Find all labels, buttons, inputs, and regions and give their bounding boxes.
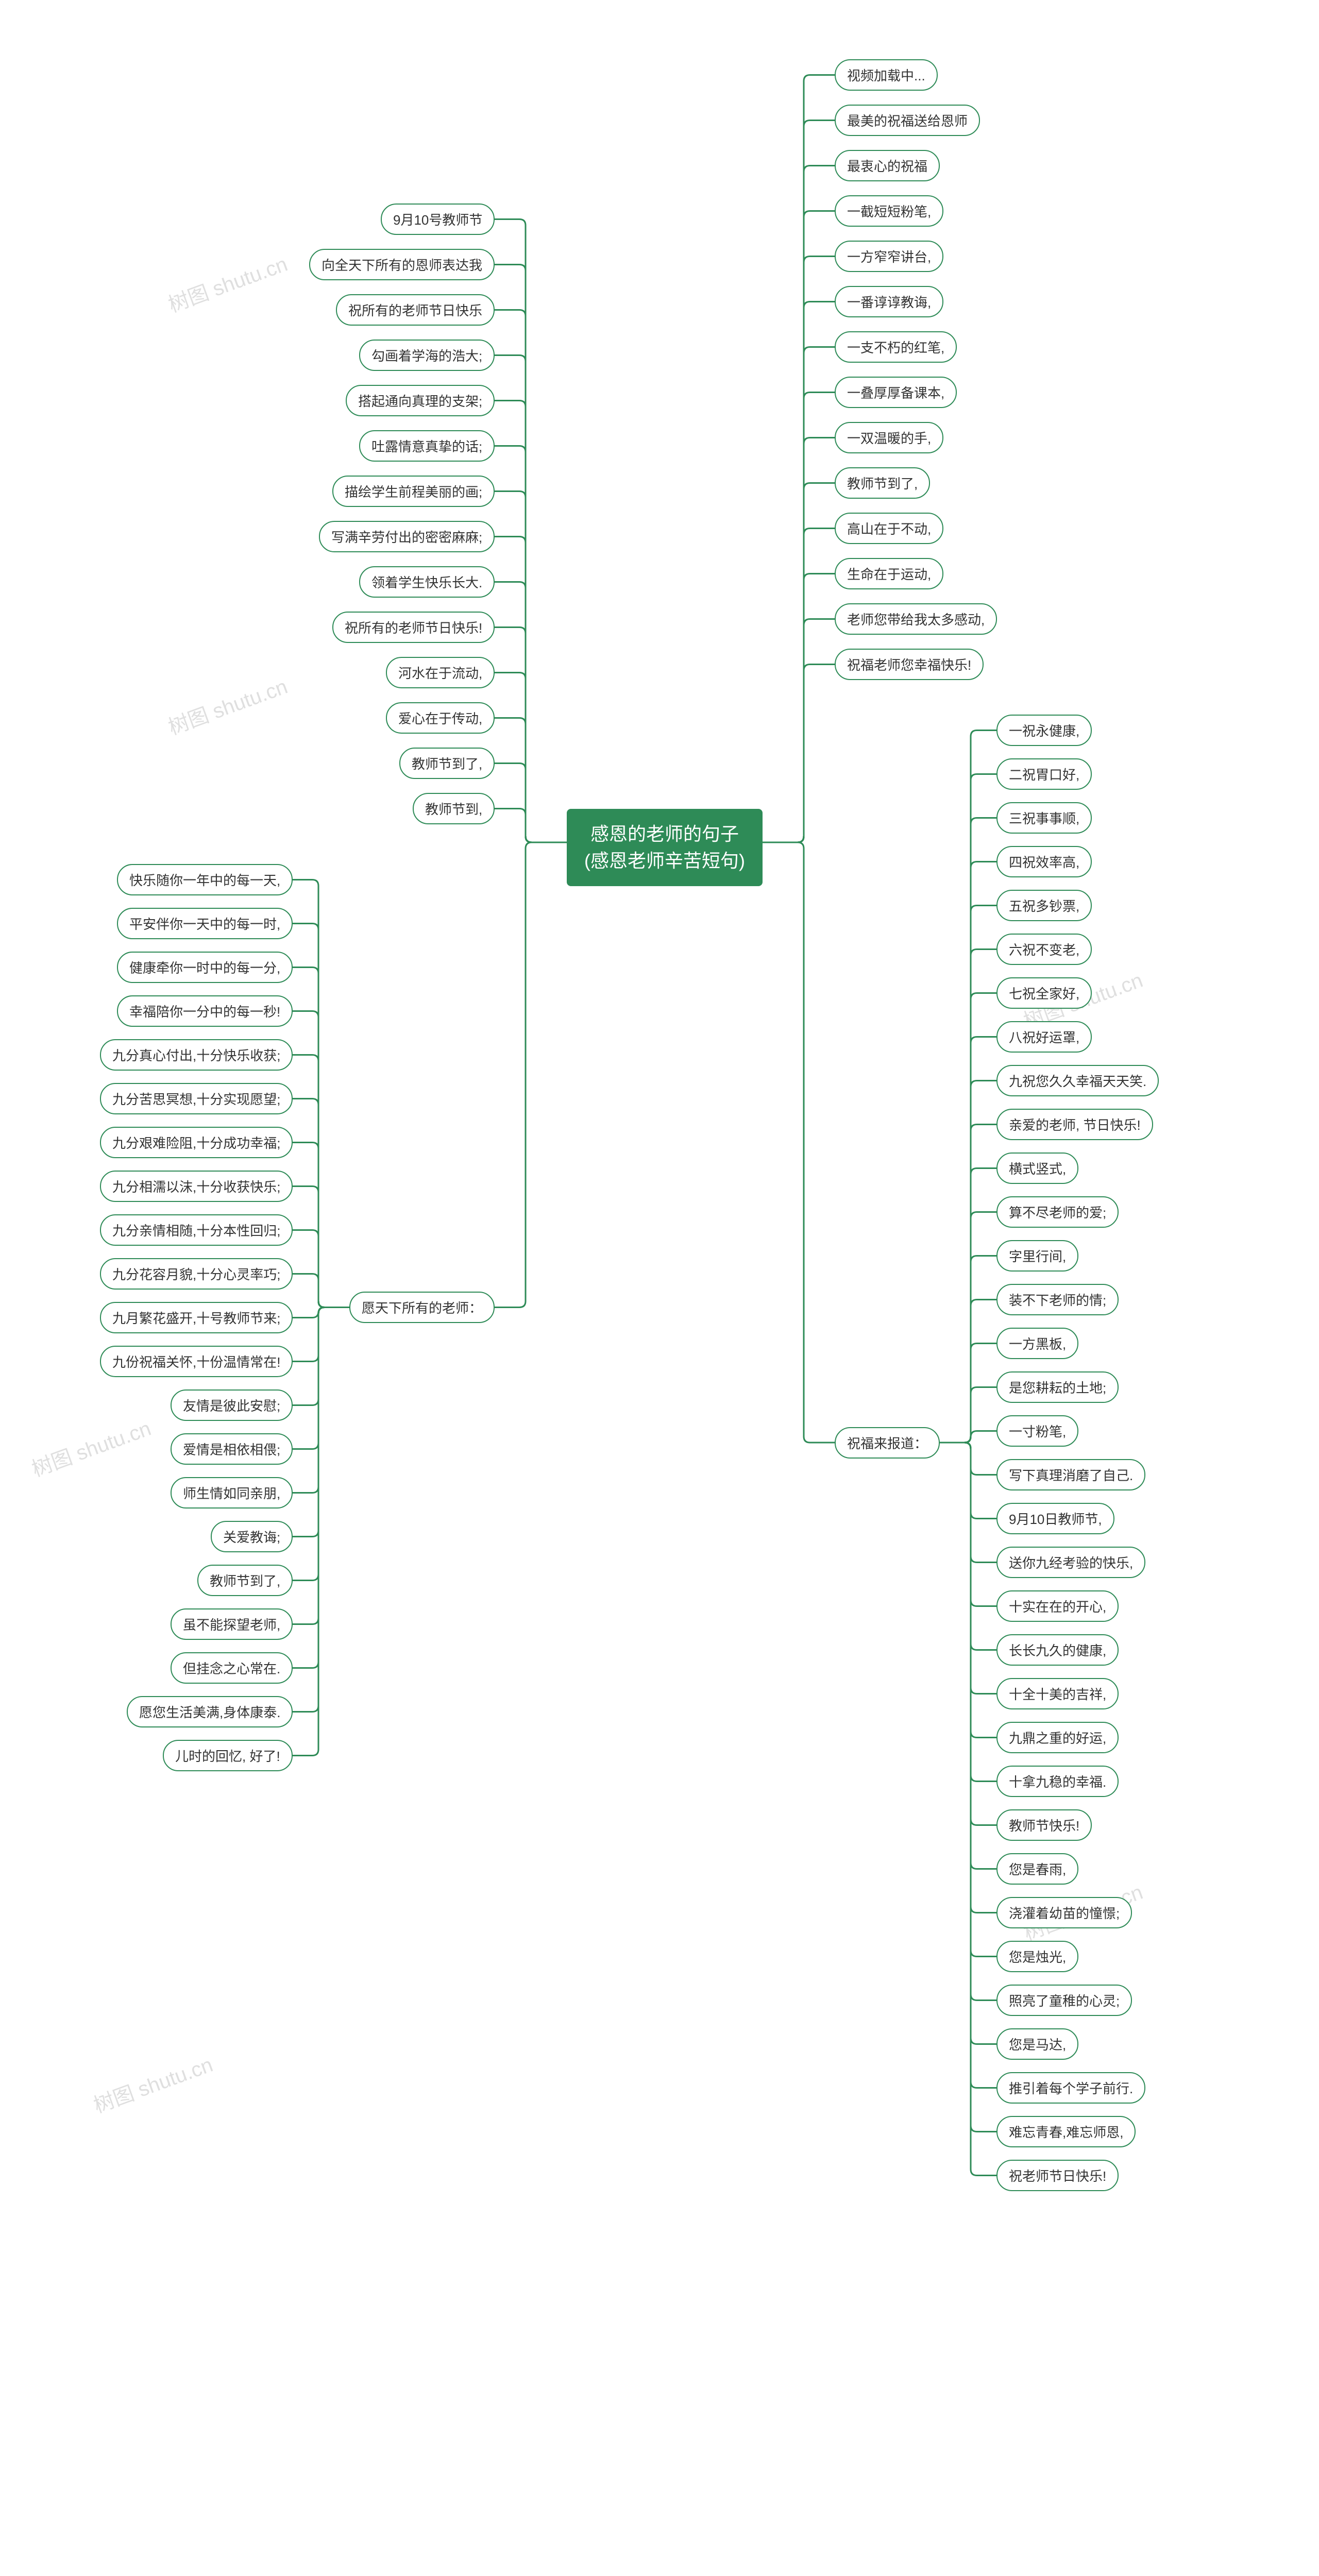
- child-node: 愿天下所有的老师：: [349, 1292, 495, 1323]
- child-node: 老师您带给我太多感动,: [835, 603, 997, 635]
- grandchild-node: 横式竖式,: [996, 1153, 1078, 1184]
- grandchild-node: 健康牵你一时中的每一分,: [117, 952, 293, 983]
- grandchild-node: 一寸粉笔,: [996, 1415, 1078, 1447]
- child-node: 一双温暖的手,: [835, 422, 943, 453]
- child-node: 祝所有的老师节日快乐: [336, 294, 495, 326]
- child-node: 生命在于运动,: [835, 558, 943, 589]
- grandchild-node: 您是马达,: [996, 2028, 1078, 2060]
- child-node: 最美的祝福送给恩师: [835, 105, 980, 136]
- grandchild-node: 9月10日教师节,: [996, 1503, 1114, 1534]
- child-node: 写满辛劳付出的密密麻麻;: [319, 521, 495, 552]
- watermark: 树图 shutu.cn: [163, 670, 291, 740]
- child-node: 吐露情意真挚的话;: [359, 430, 495, 462]
- child-node: 一叠厚厚备课本,: [835, 377, 957, 408]
- grandchild-node: 算不尽老师的爱;: [996, 1196, 1119, 1228]
- grandchild-node: 浇灌着幼苗的憧憬;: [996, 1897, 1132, 1928]
- child-node: 教师节到,: [413, 793, 495, 824]
- grandchild-node: 推引着每个学子前行.: [996, 2072, 1145, 2104]
- grandchild-node: 九分真心付出,十分快乐收获;: [100, 1039, 293, 1071]
- child-node: 领着学生快乐长大.: [359, 566, 495, 598]
- grandchild-node: 写下真理消磨了自己.: [996, 1459, 1145, 1490]
- watermark: 树图 shutu.cn: [163, 247, 291, 318]
- child-node: 河水在于流动,: [386, 657, 495, 688]
- grandchild-node: 九分艰难险阻,十分成功幸福;: [100, 1127, 293, 1158]
- child-node: 爱心在于传动,: [386, 702, 495, 734]
- child-node: 最衷心的祝福: [835, 150, 940, 181]
- grandchild-node: 快乐随你一年中的每一天,: [117, 864, 293, 895]
- grandchild-node: 九分苦思冥想,十分实现愿望;: [100, 1083, 293, 1114]
- child-node: 勾画着学海的浩大;: [359, 340, 495, 371]
- child-node: 一番谆谆教诲,: [835, 286, 943, 317]
- grandchild-node: 九分花容月貌,十分心灵率巧;: [100, 1258, 293, 1290]
- grandchild-node: 十实在在的开心,: [996, 1590, 1119, 1622]
- child-node: 教师节到了,: [835, 467, 930, 499]
- child-node: 祝所有的老师节日快乐!: [332, 612, 495, 643]
- grandchild-node: 送你九经考验的快乐,: [996, 1547, 1145, 1578]
- grandchild-node: 虽不能探望老师,: [171, 1608, 293, 1640]
- child-node: 9月10号教师节: [381, 204, 495, 235]
- grandchild-node: 二祝胃口好,: [996, 758, 1092, 790]
- grandchild-node: 您是烛光,: [996, 1941, 1078, 1972]
- watermark: 树图 shutu.cn: [89, 2048, 216, 2119]
- grandchild-node: 一祝永健康,: [996, 715, 1092, 746]
- grandchild-node: 八祝好运罩,: [996, 1021, 1092, 1053]
- grandchild-node: 祝老师节日快乐!: [996, 2160, 1119, 2191]
- child-node: 教师节到了,: [399, 748, 495, 779]
- grandchild-node: 教师节快乐!: [996, 1809, 1092, 1841]
- grandchild-node: 幸福陪你一分中的每一秒!: [117, 995, 293, 1027]
- grandchild-node: 友情是彼此安慰;: [171, 1389, 293, 1421]
- grandchild-node: 但挂念之心常在.: [171, 1652, 293, 1684]
- watermark: 树图 shutu.cn: [27, 1412, 155, 1482]
- grandchild-node: 一方黑板,: [996, 1328, 1078, 1359]
- grandchild-node: 关爱教诲;: [211, 1521, 293, 1552]
- child-node: 祝福来报道：: [835, 1427, 940, 1459]
- grandchild-node: 平安伴你一天中的每一时,: [117, 908, 293, 939]
- grandchild-node: 儿时的回忆, 好了!: [163, 1740, 293, 1771]
- grandchild-node: 四祝效率高,: [996, 846, 1092, 877]
- grandchild-node: 您是春雨,: [996, 1853, 1078, 1885]
- child-node: 向全天下所有的恩师表达我: [309, 249, 495, 280]
- grandchild-node: 九鼎之重的好运,: [996, 1722, 1119, 1753]
- grandchild-node: 三祝事事顺,: [996, 802, 1092, 834]
- child-node: 祝福老师您幸福快乐!: [835, 649, 984, 680]
- child-node: 描绘学生前程美丽的画;: [332, 476, 495, 507]
- child-node: 搭起通向真理的支架;: [346, 385, 495, 416]
- grandchild-node: 是您耕耘的土地;: [996, 1371, 1119, 1403]
- child-node: 一方窄窄讲台,: [835, 241, 943, 272]
- grandchild-node: 六祝不变老,: [996, 934, 1092, 965]
- grandchild-node: 九祝您久久幸福天天笑.: [996, 1065, 1159, 1096]
- grandchild-node: 愿您生活美满,身体康泰.: [127, 1696, 293, 1727]
- grandchild-node: 难忘青春,难忘师恩,: [996, 2116, 1136, 2147]
- grandchild-node: 九份祝福关怀,十份温情常在!: [100, 1346, 293, 1377]
- child-node: 高山在于不动,: [835, 513, 943, 544]
- grandchild-node: 字里行间,: [996, 1240, 1078, 1272]
- grandchild-node: 九分相濡以沫,十分收获快乐;: [100, 1171, 293, 1202]
- grandchild-node: 十全十美的吉祥,: [996, 1678, 1119, 1709]
- mindmap-canvas: 树图 shutu.cn 树图 shutu.cn 树图 shutu.cn 树图 shut…: [0, 0, 1319, 2576]
- grandchild-node: 爱情是相依相偎;: [171, 1433, 293, 1465]
- child-node: 一支不朽的红笔,: [835, 331, 957, 363]
- grandchild-node: 装不下老师的情;: [996, 1284, 1119, 1315]
- grandchild-node: 九分亲情相随,十分本性回归;: [100, 1214, 293, 1246]
- grandchild-node: 照亮了童稚的心灵;: [996, 1985, 1132, 2016]
- grandchild-node: 长长九久的健康,: [996, 1634, 1119, 1666]
- child-node: 视频加载中...: [835, 59, 938, 91]
- grandchild-node: 七祝全家好,: [996, 977, 1092, 1009]
- child-node: 一截短短粉笔,: [835, 195, 943, 227]
- grandchild-node: 教师节到了,: [197, 1565, 293, 1596]
- root-node: 感恩的老师的句子(感恩老师辛苦短句): [567, 809, 763, 886]
- grandchild-node: 五祝多钞票,: [996, 890, 1092, 921]
- grandchild-node: 十拿九稳的幸福.: [996, 1766, 1119, 1797]
- grandchild-node: 九月繁花盛开,十号教师节来;: [100, 1302, 293, 1333]
- grandchild-node: 亲爱的老师, 节日快乐!: [996, 1109, 1153, 1140]
- grandchild-node: 师生情如同亲朋,: [171, 1477, 293, 1509]
